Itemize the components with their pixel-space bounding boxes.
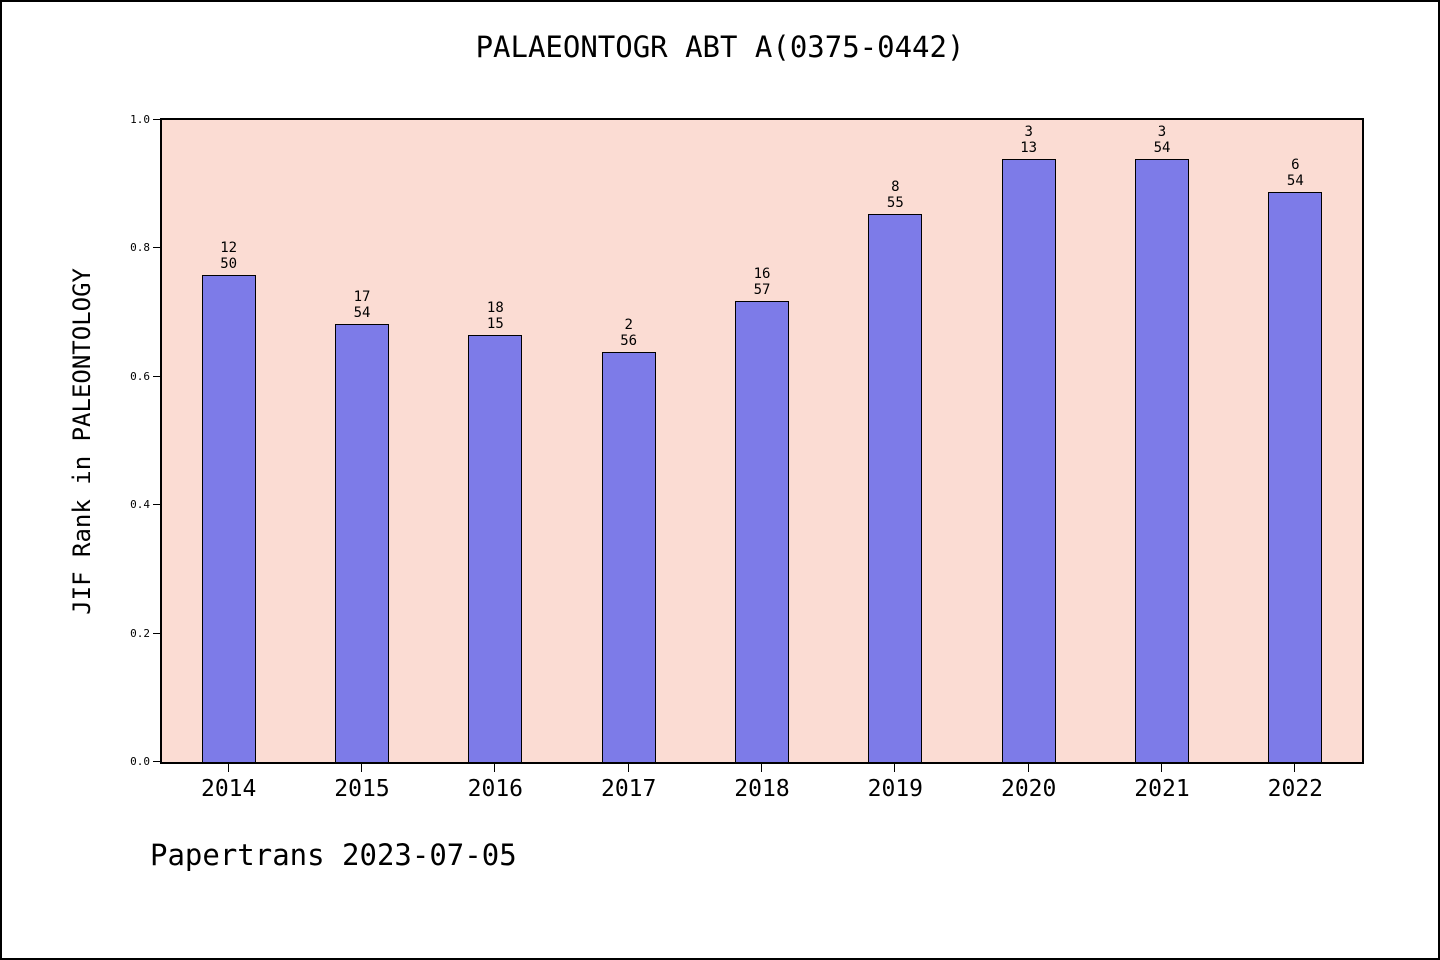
bar-total: 13 [1020,139,1038,156]
bar-total: 15 [486,316,504,333]
bar-rank: 3 [1024,123,1033,140]
x-tick-mark [761,764,762,772]
bar-rank: 3 [1157,123,1167,140]
bar-2018 [735,301,789,762]
x-tick-label: 2021 [1134,776,1190,802]
y-tick-label: 0.8 [130,241,150,255]
y-tick-label: 0.0 [130,755,150,768]
x-tick-mark [627,764,629,772]
y-tick-mark [153,761,162,762]
bar-label: 18 15 [450,300,540,332]
x-tick-mark [1027,764,1029,772]
x-tick-label: 2020 [1000,776,1057,802]
bar-rank: 12 [220,240,238,257]
bar-2015 [335,323,389,762]
y-tick-mark [153,119,162,120]
bar-total: 54 [1286,172,1304,189]
bar-total: 55 [886,195,904,212]
y-tick-mark [153,247,162,249]
y-tick-label: 0.6 [130,369,150,383]
bar-rank: 8 [891,179,900,196]
bar-2016 [468,335,523,762]
y-tick-label: 0.2 [130,626,150,640]
x-tick-mark [227,764,229,772]
bar-rank: 2 [624,316,633,333]
bar-2021 [1135,158,1189,762]
bar-2020 [1001,158,1056,762]
bar-label: 12 50 [184,240,274,272]
bar-rank: 6 [1291,156,1300,173]
x-tick-label: 2014 [200,776,257,802]
x-tick-label: 2018 [734,776,790,802]
bar-label: 3 54 [1117,124,1207,156]
y-tick-mark [153,632,162,634]
y-tick-label: 1.0 [130,113,150,126]
plot-area: 0.0 0.2 0.4 0.6 0.8 1.0 12 50 2014 17 54 2015 18 15 20… [130,113,1364,802]
y-axis-label-container: JIF Rank in PALEONTOLOGY [58,120,106,762]
bar-rank: 16 [753,266,771,283]
bar-2017 [601,351,656,762]
bar-label: 8 55 [850,179,940,211]
bar-total: 57 [753,282,771,299]
bar-label: 3 13 [984,124,1074,156]
bar-total: 50 [220,256,238,273]
x-tick-label: 2019 [867,776,924,802]
bar-label: 17 54 [317,289,407,321]
bar-2022 [1268,191,1323,762]
x-tick-label: 2017 [600,776,657,802]
x-tick-mark [361,764,362,772]
x-tick-mark [1294,764,1296,772]
x-tick-mark [494,764,496,772]
x-tick-mark [1161,764,1162,772]
x-tick-mark [894,764,896,772]
bar-rank: 18 [486,300,504,317]
y-tick-label: 0.4 [130,498,150,512]
y-tick-mark [153,375,162,377]
bar-total: 56 [620,332,638,349]
bar-total: 54 [353,304,371,321]
x-tick-label: 2022 [1267,776,1324,802]
y-tick-mark [153,504,162,506]
bar-rank: 17 [353,288,371,305]
footer-text: Papertrans 2023-07-05 [150,838,517,872]
y-axis-label: JIF Rank in PALEONTOLOGY [68,267,96,615]
bar-2014 [201,275,256,762]
bar-label: 16 57 [717,266,807,298]
x-tick-label: 2015 [334,776,390,802]
bar-label: 6 54 [1250,157,1340,189]
bar-label: 2 56 [584,317,674,349]
chart-title: PALAEONTOGR ABT A(0375-0442) [475,30,965,64]
bar-2019 [868,214,923,762]
bar-total: 54 [1153,139,1171,156]
x-tick-label: 2016 [467,776,524,802]
